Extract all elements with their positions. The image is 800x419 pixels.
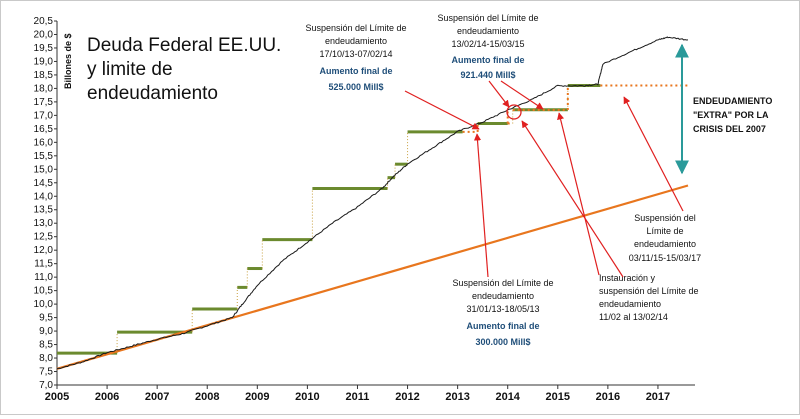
- y-tick-label: 9,0: [39, 326, 53, 337]
- y-tick-label: 15,5: [34, 151, 54, 162]
- arrow-to-2013-2014: [404, 90, 480, 130]
- y-tick-label: 14,0: [34, 191, 54, 202]
- annotation-line: Suspensión del: [634, 213, 696, 223]
- annotation-line: endeudamiento: [457, 26, 519, 36]
- annotation-line: Suspensión del Límite de: [437, 13, 538, 23]
- arrow-to-2015-short: [557, 112, 600, 276]
- x-tick-label: 2010: [295, 391, 319, 403]
- y-tick-label: 12,5: [34, 232, 54, 243]
- highlight-circle-2014: [506, 104, 522, 120]
- y-tick-label: 13,0: [34, 218, 54, 229]
- x-tick-label: 2015: [546, 391, 570, 403]
- arrow-to-2015-2017: [623, 96, 684, 212]
- y-tick-label: 16,5: [34, 124, 54, 135]
- y-tick-label: 19,5: [34, 43, 54, 54]
- extra-debt-note-line-3: CRISIS DEL 2007: [693, 124, 766, 134]
- annotation-line: suspensión del Límite de: [599, 286, 699, 296]
- extra-debt-note-line-2: "EXTRA" POR LA: [693, 110, 769, 120]
- federal-debt-line: [56, 36, 689, 370]
- y-tick-label: 11,5: [34, 259, 53, 270]
- x-tick-label: 2014: [495, 391, 520, 403]
- annotation-line: Instauración y: [599, 273, 656, 283]
- y-tick-label: 9,5: [39, 313, 53, 324]
- arrow-to-2014-circle: [488, 80, 510, 108]
- y-tick-label: 7,5: [39, 367, 53, 378]
- x-tick-label: 2013: [445, 391, 469, 403]
- x-tick-label: 2008: [195, 391, 219, 403]
- x-tick-label: 2017: [646, 391, 670, 403]
- y-tick-label: 19,0: [34, 56, 54, 67]
- y-tick-label: 15,0: [34, 164, 54, 175]
- annotation-line: endeudamiento: [599, 299, 661, 309]
- arrow-to-2013: [473, 133, 489, 278]
- chart-title-line-2: y limite de: [87, 59, 173, 80]
- annotation-line: Aumento final de: [319, 66, 392, 76]
- annotation-line: endeudamiento: [472, 291, 534, 301]
- y-tick-label: 18,0: [34, 83, 54, 94]
- y-tick-label: 8,0: [39, 353, 53, 364]
- y-tick-label: 17,5: [34, 97, 54, 108]
- x-tick-label: 2006: [95, 391, 119, 403]
- arrow-to-2014-instauration: [521, 120, 624, 278]
- x-tick-labels: 2005 2006 2007 2008 2009 2010 2011 2012 2013 2014…: [45, 385, 670, 403]
- y-tick-label: 13,5: [34, 205, 54, 216]
- chart-title-line-3: endeudamiento: [87, 83, 218, 104]
- y-tick-label: 20,5: [34, 16, 54, 27]
- annotation-line: 11/02 al 13/02/14: [599, 312, 668, 322]
- x-tick-label: 2007: [145, 391, 169, 403]
- annotation-line: Suspensión del Límite de: [305, 23, 406, 33]
- annotation-instauration-2014: Instauración y suspensión del Límite de …: [599, 273, 699, 322]
- y-tick-label: 10,0: [34, 299, 54, 310]
- chart-title-line-1: Deuda Federal EE.UU.: [87, 35, 281, 56]
- annotation-line: Suspensión del Límite de: [452, 278, 553, 288]
- annotation-line: Aumento final de: [451, 55, 524, 65]
- annotation-suspension-2013-2014: Suspensión del Límite de endeudamiento 1…: [305, 23, 406, 92]
- y-tick-label: 10,5: [34, 286, 54, 297]
- annotation-line: 03/11/15-15/03/17: [629, 253, 701, 263]
- x-tick-label: 2005: [45, 391, 69, 403]
- x-tick-label: 2016: [596, 391, 620, 403]
- annotation-suspension-2014-2015: Suspensión del Límite de endeudamiento 1…: [437, 13, 538, 80]
- arrow-to-2014-2015: [500, 80, 544, 110]
- annotation-line: 921.440 Mill$: [460, 70, 515, 80]
- y-tick-label: 16,0: [34, 137, 54, 148]
- annotation-line: 13/02/14-15/03/15: [451, 39, 524, 49]
- extra-debt-note-line-1: ENDEUDAMIENTO: [693, 96, 772, 106]
- y-tick-label: 14,5: [34, 178, 54, 189]
- annotation-line: 17/10/13-07/02/14: [319, 49, 392, 59]
- y-tick-label: 8,5: [39, 340, 53, 351]
- y-axis-title: Billones de $: [63, 33, 73, 89]
- x-tick-label: 2009: [245, 391, 269, 403]
- y-tick-label: 12,0: [34, 245, 54, 256]
- y-tick-label: 20,0: [34, 29, 54, 40]
- y-tick-labels: 7,0 7,5 8,0 8,5 9,0 9,5 10,0 10,5 11,0 11,5 12,0 12…: [34, 16, 57, 391]
- y-tick-label: 17,0: [34, 110, 54, 121]
- y-tick-label: 11,0: [34, 272, 53, 283]
- y-tick-label: 7,0: [39, 380, 53, 391]
- annotation-suspension-2013: Suspensión del Límite de endeudamiento 3…: [452, 278, 553, 347]
- x-tick-label: 2011: [346, 391, 370, 403]
- annotation-line: Aumento final de: [466, 321, 539, 331]
- annotation-line: 300.000 Mill$: [475, 337, 530, 347]
- annotation-line: endeudamiento: [634, 239, 696, 249]
- annotation-line: 31/01/13-18/05/13: [466, 304, 539, 314]
- annotation-line: Límite de: [646, 226, 683, 236]
- y-tick-label: 18,5: [34, 70, 54, 81]
- annotation-line: 525.000 Mill$: [328, 82, 383, 92]
- x-tick-label: 2012: [395, 391, 419, 403]
- annotation-suspension-2015-2017: Suspensión del Límite de endeudamiento 0…: [629, 213, 701, 263]
- annotation-line: endeudamiento: [325, 36, 387, 46]
